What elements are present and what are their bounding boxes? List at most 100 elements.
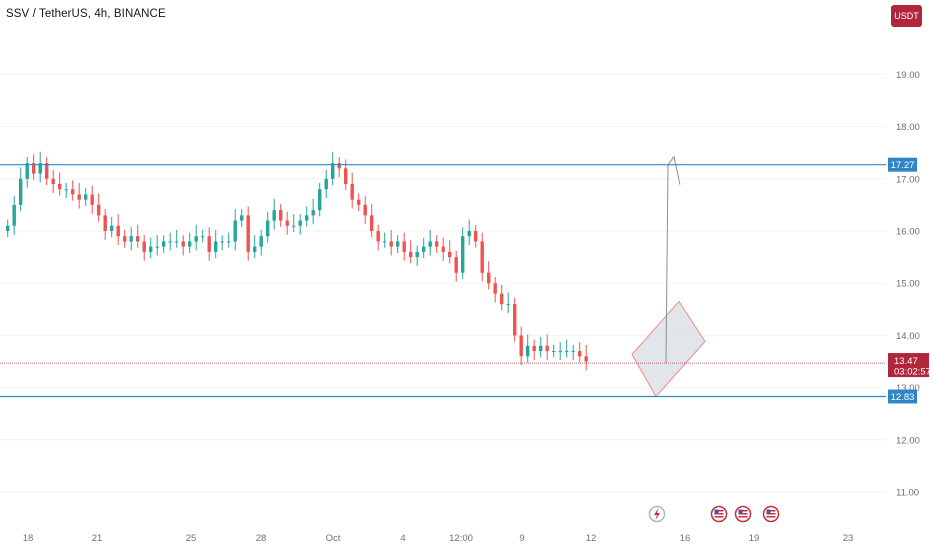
candle-body xyxy=(318,189,322,211)
y-tick-label: 16.00 xyxy=(896,227,920,238)
candle-body xyxy=(149,246,153,252)
candle-body xyxy=(474,231,478,242)
candle-body xyxy=(584,356,588,362)
candle-body xyxy=(181,241,185,247)
candle-body xyxy=(32,163,36,174)
candle-body xyxy=(45,163,49,179)
candle-body xyxy=(97,204,101,216)
countdown-label: 03:02:57 xyxy=(894,367,931,378)
candle-body xyxy=(558,351,562,353)
candle-body xyxy=(493,283,497,294)
candle-body xyxy=(19,178,23,205)
candle-body xyxy=(337,163,341,169)
candle-body xyxy=(12,204,16,226)
candle-body xyxy=(188,241,192,247)
candle-body xyxy=(415,251,419,258)
candle-body xyxy=(272,210,276,221)
candle-body xyxy=(110,225,114,231)
candle-body xyxy=(246,215,250,252)
candle-body xyxy=(38,163,42,174)
us-flag-event-icon[interactable] xyxy=(710,505,728,523)
candle-body xyxy=(279,210,283,221)
candle-body xyxy=(467,231,471,237)
candle-body xyxy=(370,215,374,231)
candle-body xyxy=(51,178,55,185)
candle-body xyxy=(84,194,88,200)
candle-body xyxy=(162,241,166,247)
candle-body xyxy=(324,178,328,190)
candle-body xyxy=(194,236,198,242)
x-tick-label: 12 xyxy=(586,533,597,544)
x-tick-label: 4 xyxy=(400,533,405,544)
candle-body xyxy=(422,246,426,252)
x-tick-label: 16 xyxy=(680,533,691,544)
candle-body xyxy=(513,304,517,336)
candle-body xyxy=(409,251,413,258)
candle-body xyxy=(90,194,94,205)
x-tick-label: 25 xyxy=(186,533,197,544)
candle-body xyxy=(25,163,29,179)
candle-body xyxy=(428,241,432,247)
candle-body xyxy=(487,272,491,284)
candle-body xyxy=(123,236,127,242)
candle-body xyxy=(357,199,361,205)
price-level-tag xyxy=(888,389,917,404)
candle-body xyxy=(500,293,504,305)
y-tick-label: 19.00 xyxy=(896,70,920,81)
y-tick-label: 15.00 xyxy=(896,279,920,290)
candle-body xyxy=(441,246,445,252)
candle-body xyxy=(64,189,68,191)
x-tick-label: 9 xyxy=(519,533,524,544)
candle-body xyxy=(532,345,536,352)
candle-body xyxy=(71,189,75,195)
x-tick-label: 23 xyxy=(843,533,854,544)
candle-body xyxy=(331,163,335,179)
currency-selector[interactable]: USDT xyxy=(891,5,922,27)
candle-body xyxy=(240,215,244,221)
candle-body xyxy=(402,241,406,252)
candle-body xyxy=(207,236,211,252)
candle-body xyxy=(311,210,315,216)
candle-body xyxy=(519,335,523,357)
y-tick-label: 17.00 xyxy=(896,174,920,185)
candle-body xyxy=(435,241,439,247)
candle-body xyxy=(454,257,458,273)
candle-body xyxy=(526,345,530,357)
candle-body xyxy=(266,220,270,237)
price-level-tag xyxy=(888,157,917,172)
price-level-label: 12.83 xyxy=(891,392,915,403)
candle-body xyxy=(552,351,556,353)
candle-body xyxy=(220,241,224,243)
us-flag-event-icon[interactable] xyxy=(734,505,752,523)
candle-body xyxy=(233,220,237,242)
us-flag-event-icon[interactable] xyxy=(762,505,780,523)
candle-body xyxy=(298,220,302,226)
y-tick-label: 14.00 xyxy=(896,331,920,342)
candle-body xyxy=(448,251,452,258)
last-price-label: 13.47 xyxy=(894,356,918,367)
candle-body xyxy=(129,236,133,242)
candle-body xyxy=(545,345,549,352)
projection-line[interactable] xyxy=(665,164,669,364)
candle-body xyxy=(578,351,582,357)
price-level-label: 17.27 xyxy=(891,160,915,171)
x-tick-label: 21 xyxy=(92,533,103,544)
candle-body xyxy=(396,241,400,247)
candle-body xyxy=(571,351,575,353)
flash-event-icon[interactable] xyxy=(648,505,666,523)
candle-body xyxy=(77,194,81,200)
candle-body xyxy=(506,304,510,306)
candle-body xyxy=(259,236,263,247)
candle-body xyxy=(253,246,257,252)
candle-body xyxy=(116,225,120,237)
candle-body xyxy=(383,241,387,243)
candle-body xyxy=(136,236,140,242)
forecast-box[interactable] xyxy=(631,300,706,398)
x-tick-label: 28 xyxy=(256,533,267,544)
candle-body xyxy=(389,241,393,247)
x-tick-label: Oct xyxy=(326,533,341,544)
symbol-title: SSV / TetherUS, 4h, BINANCE xyxy=(6,8,166,20)
y-tick-label: 13.00 xyxy=(896,383,920,394)
